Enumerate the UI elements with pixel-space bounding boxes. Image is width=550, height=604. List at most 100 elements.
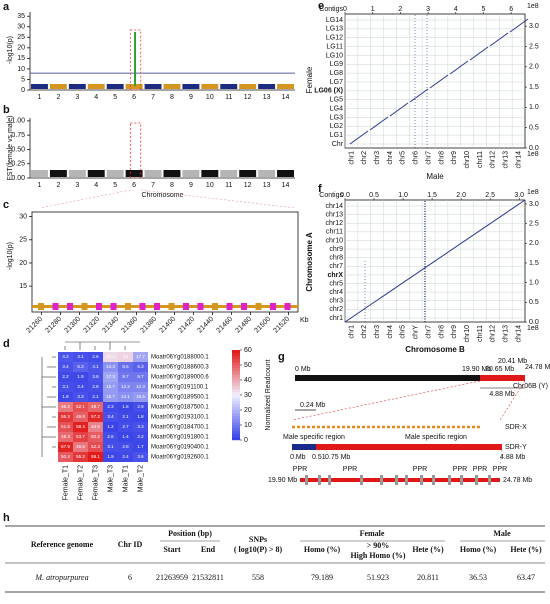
gene	[212, 303, 218, 310]
scale-label: 1e8	[527, 151, 539, 158]
x-tick-label: 1.5	[427, 192, 437, 199]
x-tick-label: 13	[263, 94, 271, 101]
heatmap-cell	[88, 402, 103, 412]
x-tick-label: 0.5	[369, 192, 379, 199]
cell-label: 1.9	[77, 374, 84, 379]
colorbar	[232, 416, 240, 420]
cell-label: 3.3	[77, 394, 84, 399]
table-header: Chr ID	[118, 540, 143, 549]
x-axis-label: Male	[426, 172, 444, 181]
y-tick-label: 2.0	[529, 240, 539, 247]
cell-label: 4.1	[92, 364, 99, 369]
cell-label: 12.3	[136, 384, 145, 389]
row-label: LG11	[326, 43, 343, 50]
colorbar	[232, 410, 240, 414]
chromosome-band	[201, 170, 219, 177]
heatmap-cell	[73, 452, 88, 462]
colorbar	[232, 359, 240, 363]
gene	[255, 303, 262, 310]
x-tick-label: 3	[75, 182, 79, 189]
x-tick-label: 0	[343, 6, 347, 13]
heatmap-cell	[73, 372, 88, 382]
heatmap-cell	[88, 452, 103, 462]
colorbar-tick-label: 0	[244, 437, 248, 444]
heatmap-cell	[133, 362, 148, 372]
column-label: chr11	[477, 325, 484, 342]
gene	[284, 303, 291, 310]
cell-label: 1.2	[107, 424, 114, 429]
heatmap-cell	[133, 392, 148, 402]
highlight-box	[129, 122, 142, 179]
y-tick-label: 35	[17, 13, 25, 20]
x-tick-label: 14	[282, 182, 290, 189]
row-label: LG2	[330, 123, 343, 130]
heatmap-cell	[73, 412, 88, 422]
sample-label: Male_T3	[107, 465, 114, 492]
colorbar	[232, 425, 240, 429]
heatmap-cell	[58, 452, 73, 462]
cell-label: 2.4	[77, 384, 84, 389]
gene-label: Moatr06Yg0189500.1	[151, 395, 209, 401]
gene-label: Moatr06Yg0188000.1	[151, 355, 209, 361]
panel-label: d	[3, 338, 10, 350]
cell-label: 17.3	[106, 374, 115, 379]
gene	[420, 475, 423, 485]
x-tick-label: 21460	[216, 316, 235, 335]
colorbar	[232, 371, 240, 375]
table-cell: 36.53	[469, 573, 487, 582]
sdr-region	[480, 375, 525, 381]
alignment	[409, 88, 429, 103]
table-cell: 79.189	[311, 573, 333, 582]
cell-label: 55.2	[76, 454, 85, 459]
chromosome-band	[201, 84, 219, 89]
table-header: Male	[493, 529, 511, 538]
coordinate: 24.78 Mb	[503, 477, 532, 484]
scale-label: 1e8	[527, 3, 539, 10]
heatmap-cell	[88, 422, 103, 432]
table-cell: 21263959	[156, 573, 188, 582]
cell-label: 2.2	[137, 434, 144, 439]
x-tick-label: 7	[151, 94, 155, 101]
chromosome-band	[125, 84, 143, 89]
chromosome-band	[182, 170, 200, 177]
gene-label: Moatr06Yg0189000.6	[151, 375, 209, 381]
x-tick-label: 0.0	[340, 192, 350, 199]
alignment	[344, 199, 526, 323]
y-tick-label: 25	[19, 237, 27, 244]
heatmap-cell	[118, 402, 133, 412]
cell-label: 46.6	[76, 444, 85, 449]
heatmap-cell	[103, 442, 118, 452]
heatmap-cell	[58, 442, 73, 452]
y-axis-label: FST(female vs male)	[7, 116, 14, 181]
alignment	[469, 46, 489, 61]
gene-bar	[300, 478, 500, 482]
x-tick-label: 21480	[235, 316, 254, 335]
coordinate: 19.90 Mb	[268, 477, 297, 484]
table-header: End	[201, 545, 216, 554]
colorbar	[232, 437, 240, 441]
heatmap-cell	[118, 352, 133, 362]
y-axis-label: Chromosome A	[305, 232, 314, 291]
column-label: chr7	[425, 325, 432, 339]
x-tick-label: 4	[94, 182, 98, 189]
row-label: chrX	[327, 272, 343, 279]
y-axis-label: -log10(p)	[7, 36, 14, 64]
table-cell: 6	[128, 573, 132, 582]
x-tick-label: 21420	[178, 316, 197, 335]
heatmap-cell	[118, 372, 133, 382]
heatmap-cell	[118, 422, 133, 432]
heatmap-cell	[133, 382, 148, 392]
heatmap-cell	[133, 412, 148, 422]
y-tick-label: 3.0	[529, 23, 539, 30]
y-tick-label: 15	[17, 55, 25, 62]
x-tick-label: 9	[189, 94, 193, 101]
x-tick-label: 21520	[273, 316, 292, 335]
table-header: Position (bp)	[168, 529, 212, 538]
colorbar	[232, 368, 240, 372]
region-label: Male specific region	[405, 434, 467, 441]
cell-label: 51.6	[61, 424, 70, 429]
cell-label: 3.1	[62, 384, 69, 389]
coordinate: 20.65 Mb	[485, 366, 514, 373]
heatmap-cell	[88, 432, 103, 442]
gene-label: Moatr06Yg0191800.1	[151, 435, 209, 441]
